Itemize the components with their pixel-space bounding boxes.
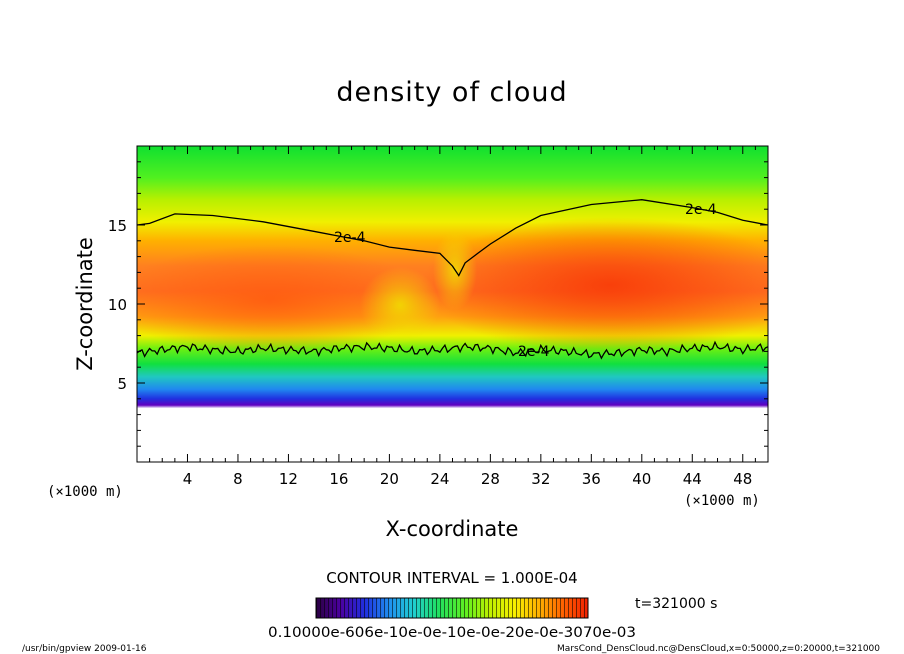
footer-right: MarsCond_DensCloud.nc@DensCloud,x=0:5000… <box>557 644 880 654</box>
x-tick-label: 32 <box>531 470 550 488</box>
colorbar-tick-labels: 0.10000e-606e-10e-0e-10e-0e-20e-0e-3070e… <box>268 625 636 641</box>
y-tick-label: 10 <box>108 296 127 314</box>
left-high-density-region <box>137 245 430 355</box>
x-tick-label: 40 <box>632 470 651 488</box>
x-unit-right: (×1000 m) <box>684 493 760 509</box>
time-label: t=321000 s <box>635 596 717 612</box>
density-field <box>137 146 768 462</box>
y-tick-label: 5 <box>117 375 127 393</box>
x-tick-label: 48 <box>733 470 752 488</box>
x-axis-ticks: 4 8 12 16 20 24 28 32 36 40 44 48 <box>149 146 756 488</box>
x-tick-label: 24 <box>430 470 449 488</box>
footer-left: /usr/bin/gpview 2009-01-16 <box>22 644 147 654</box>
colorbar-frame <box>315 597 589 619</box>
x-unit-left: (×1000 m) <box>47 484 123 500</box>
x-tick-label: 20 <box>380 470 399 488</box>
x-tick-label: 12 <box>279 470 298 488</box>
colorbar-bins <box>316 598 588 618</box>
x-tick-label: 8 <box>233 470 243 488</box>
contour-label-lower: 2e-4 <box>518 344 550 360</box>
central-low-density-region <box>360 267 440 343</box>
x-axis-title: X-coordinate <box>386 517 519 541</box>
x-tick-label: 16 <box>329 470 348 488</box>
right-high-density-region <box>420 217 768 353</box>
contour-upper <box>137 199 768 277</box>
x-tick-label: 28 <box>481 470 500 488</box>
chart-title: density of cloud <box>336 77 567 108</box>
x-tick-label: 4 <box>183 470 193 488</box>
contour-lines <box>137 199 768 360</box>
y-tick-label: 15 <box>108 217 127 235</box>
x-tick-label: 44 <box>683 470 702 488</box>
y-axis-title: Z-coordinate <box>73 237 97 371</box>
contour-lower <box>137 340 768 360</box>
contour-interval-text: CONTOUR INTERVAL = 1.000E-04 <box>326 569 577 587</box>
y-axis-ticks: 5 10 15 <box>108 161 768 447</box>
x-tick-label: 36 <box>582 470 601 488</box>
contour-label-upper-right: 2e-4 <box>685 202 717 218</box>
contour-label-upper-left: 2e-4 <box>334 230 366 246</box>
